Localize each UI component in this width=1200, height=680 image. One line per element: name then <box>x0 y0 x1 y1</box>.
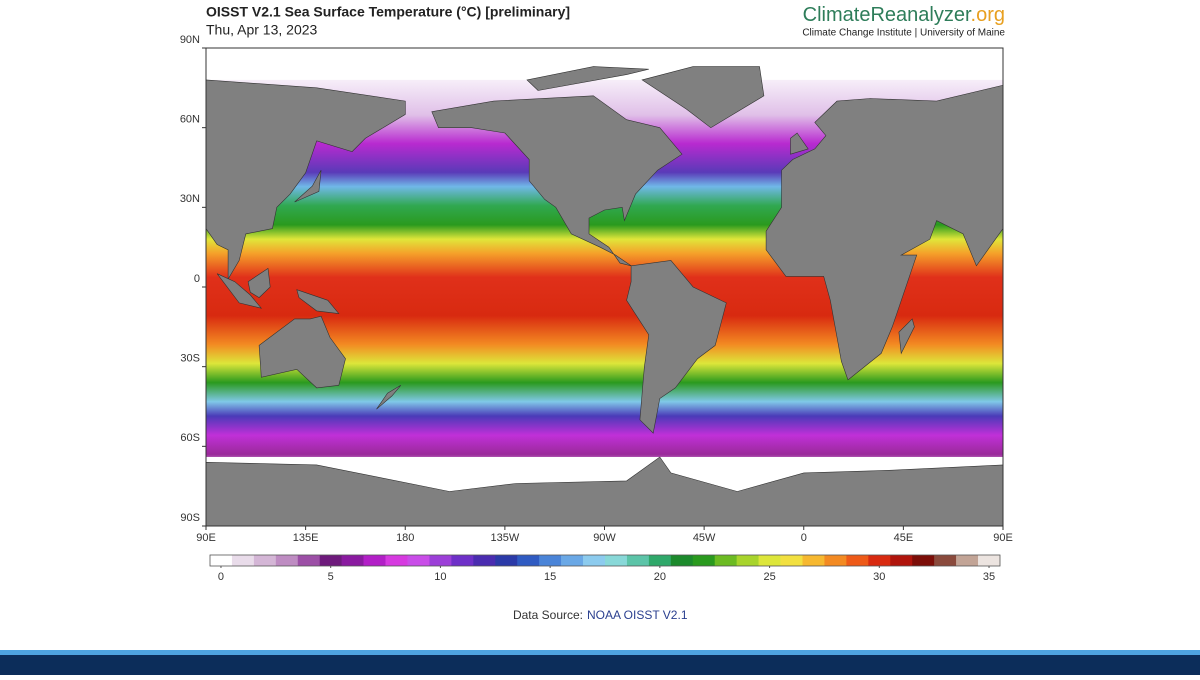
color-swatch <box>297 555 321 566</box>
footer-stripe <box>0 650 1200 655</box>
color-swatch <box>934 555 957 566</box>
color-swatch <box>231 555 255 566</box>
color-swatch <box>385 555 408 566</box>
color-swatch <box>890 555 913 566</box>
source-link[interactable]: NOAA OISST V2.1 <box>587 608 688 622</box>
colorbar-tick-label: 10 <box>434 571 446 583</box>
y-tick-label: 90S <box>180 512 200 524</box>
greenland <box>641 66 765 129</box>
color-swatch <box>473 555 496 566</box>
x-tick-label: 45W <box>693 532 716 544</box>
south-america <box>626 260 727 434</box>
x-tick-label: 135E <box>293 532 319 544</box>
color-swatch <box>363 555 386 566</box>
colorbar-tick-label: 30 <box>873 571 885 583</box>
color-swatch <box>561 555 584 566</box>
borneo <box>247 267 271 298</box>
color-swatch <box>210 555 233 566</box>
colorbar-frame <box>209 554 1001 567</box>
color-swatch <box>626 555 650 566</box>
colorbar-tick-label: 35 <box>983 571 995 583</box>
x-tick-label: 0 <box>801 532 807 544</box>
color-swatch <box>451 555 474 566</box>
logo-name: ClimateReanalyzer <box>803 4 972 26</box>
color-swatch <box>978 555 1001 566</box>
color-swatch <box>605 555 628 566</box>
y-tick-label: 90N <box>180 34 200 46</box>
x-tick-label: 90E <box>993 532 1013 544</box>
x-tick-label: 45E <box>894 532 914 544</box>
color-swatch <box>670 555 694 566</box>
north-america <box>431 95 683 267</box>
madagascar <box>898 318 915 355</box>
colorbar-tick-label: 20 <box>654 571 666 583</box>
colorbar-tick-label: 15 <box>544 571 556 583</box>
source-label: Data Source: <box>513 608 583 622</box>
europe-africa <box>765 84 1004 381</box>
colorbar-tick-label: 5 <box>328 571 334 583</box>
title: OISST V2.1 Sea Surface Temperature (°C) … <box>206 4 570 20</box>
x-tick-label: 90E <box>196 532 216 544</box>
y-tick-label: 0 <box>194 273 200 285</box>
arctic-islands <box>526 66 649 91</box>
color-swatch <box>275 555 299 566</box>
new-zealand <box>376 385 402 410</box>
color-swatch <box>780 555 803 566</box>
color-swatch <box>758 555 781 566</box>
color-swatch <box>714 555 737 566</box>
colorbar: 0 5 10 15 20 25 30 35 <box>209 554 1001 583</box>
x-tick-label: 90W <box>593 532 616 544</box>
color-swatch <box>736 555 759 566</box>
logo-tagline: Climate Change Institute | University of… <box>802 28 1005 39</box>
y-tick-label: 60N <box>180 114 200 126</box>
new-guinea <box>296 289 340 314</box>
logo[interactable]: ClimateReanalyzer.org <box>803 4 1005 26</box>
color-swatch <box>495 555 518 566</box>
color-swatch <box>802 555 825 566</box>
color-swatch <box>253 555 277 566</box>
color-swatch <box>692 555 716 566</box>
color-swatch <box>824 555 847 566</box>
color-swatch <box>912 555 935 566</box>
asia <box>205 79 406 281</box>
color-swatch <box>648 555 672 566</box>
color-swatch <box>319 555 342 566</box>
color-swatch <box>583 555 606 566</box>
y-tick-label: 30N <box>180 193 200 205</box>
y-tick-label: 30S <box>180 353 200 365</box>
color-swatch <box>429 555 452 566</box>
colorbar-tick-label: 0 <box>218 571 224 583</box>
x-tick-label: 135W <box>491 532 520 544</box>
britain <box>790 132 809 155</box>
sumatra-java <box>216 273 263 309</box>
footer-bar <box>0 655 1200 675</box>
japan <box>294 170 322 203</box>
map: 90N 60N 30N 0 30S 60S 90S 90E 135E 180 135W 90W 45W 0… <box>180 34 1013 544</box>
color-swatch <box>517 555 540 566</box>
color-swatch <box>956 555 979 566</box>
logo-suffix: .org <box>971 4 1005 26</box>
color-swatch <box>846 555 869 566</box>
color-swatch <box>539 555 562 566</box>
x-tick-label: 180 <box>396 532 414 544</box>
australia <box>258 315 346 389</box>
color-swatch <box>407 555 430 566</box>
date: Thu, Apr 13, 2023 <box>206 22 318 38</box>
color-swatch <box>868 555 891 566</box>
colorbar-tick-label: 25 <box>763 571 775 583</box>
color-swatch <box>341 555 364 566</box>
y-tick-label: 60S <box>180 432 200 444</box>
